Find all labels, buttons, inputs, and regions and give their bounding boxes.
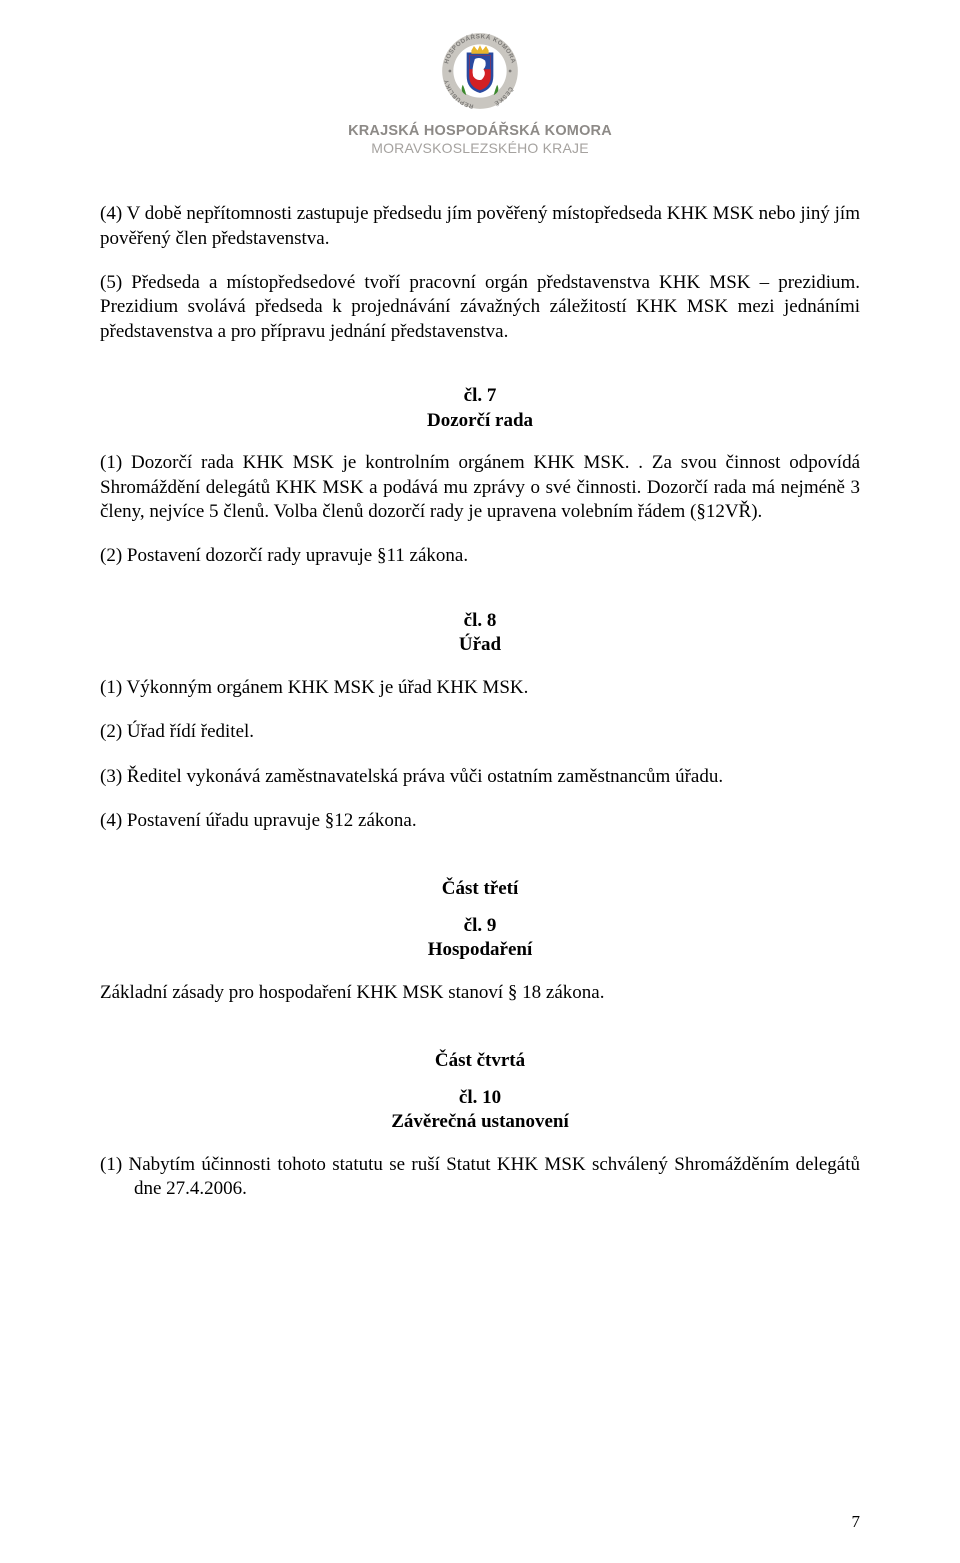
article-title: Závěrečná ustanovení [100,1110,860,1135]
art9-paragraph-1: Základní zásady pro hospodaření KHK MSK … [100,981,860,1005]
article-number: čl. 10 [100,1086,860,1111]
art7-paragraph-1: (1) Dozorčí rada KHK MSK je kontrolním o… [100,451,860,524]
logo-block: HOSPODÁŘSKÁ KOMORA ČESKÉ REPUBLIKY [348,28,612,158]
article-number: čl. 7 [100,384,860,409]
article-10-heading: čl. 10 Závěrečná ustanovení [100,1086,860,1135]
paragraph-4: (4) V době nepřítomnosti zastupuje předs… [100,202,860,251]
part-4-heading: Část čtvrtá [100,1049,860,1073]
art8-paragraph-4: (4) Postavení úřadu upravuje §12 zákona. [100,809,860,833]
org-title: KRAJSKÁ HOSPODÁŘSKÁ KOMORA [348,122,612,140]
article-title: Dozorčí rada [100,409,860,434]
art7-paragraph-2: (2) Postavení dozorčí rady upravuje §11 … [100,544,860,568]
article-number: čl. 8 [100,609,860,634]
paragraph-5: (5) Předseda a místopředsedové tvoří pra… [100,271,860,344]
art10-paragraph-1: (1) Nabytím účinnosti tohoto statutu se … [100,1153,860,1202]
org-subtitle: MORAVSKOSLEZSKÉHO KRAJE [348,140,612,158]
article-7-heading: čl. 7 Dozorčí rada [100,384,860,433]
article-9-heading: čl. 9 Hospodaření [100,914,860,963]
emblem-icon: HOSPODÁŘSKÁ KOMORA ČESKÉ REPUBLIKY [437,28,523,114]
article-title: Úřad [100,633,860,658]
article-number: čl. 9 [100,914,860,939]
letterhead: HOSPODÁŘSKÁ KOMORA ČESKÉ REPUBLIKY [100,28,860,160]
article-8-heading: čl. 8 Úřad [100,609,860,658]
part-3-heading: Část třetí [100,877,860,901]
article-title: Hospodaření [100,938,860,963]
page-number: 7 [852,1511,861,1533]
document-page: HOSPODÁŘSKÁ KOMORA ČESKÉ REPUBLIKY [0,0,960,1563]
art8-paragraph-3: (3) Ředitel vykonává zaměstnavatelská pr… [100,765,860,789]
art8-paragraph-1: (1) Výkonným orgánem KHK MSK je úřad KHK… [100,676,860,700]
art8-paragraph-2: (2) Úřad řídí ředitel. [100,720,860,744]
